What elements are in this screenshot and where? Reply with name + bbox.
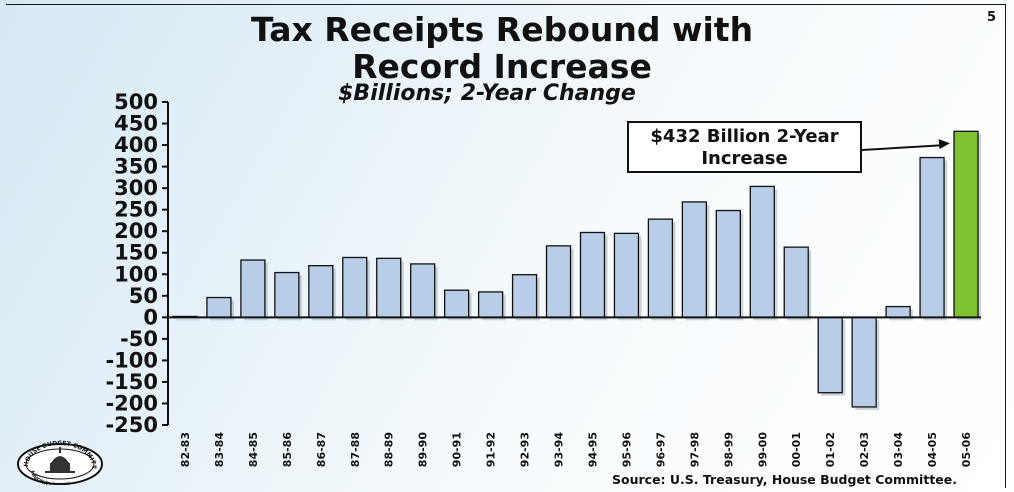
x-tick-label: 83-84 <box>213 432 226 468</box>
x-tick-label: 99-00 <box>756 432 769 468</box>
x-tick-label: 90-91 <box>451 432 464 467</box>
x-tick-label: 93-94 <box>553 432 566 468</box>
x-tick-label: 02-03 <box>858 432 871 467</box>
x-tick-label: 01-02 <box>824 432 837 467</box>
bar-01-02 <box>817 316 843 394</box>
bar-88-89 <box>376 257 402 318</box>
slide-number: 5 <box>987 10 997 25</box>
y-tick-label: -150 <box>105 370 158 394</box>
slide-border <box>6 4 1006 488</box>
x-tick-label: 89-90 <box>417 432 430 468</box>
y-tick-label: 150 <box>114 241 158 265</box>
bar-99-00 <box>749 185 775 318</box>
x-tick-label: 91-92 <box>485 432 498 467</box>
source-note: Source: U.S. Treasury, House Budget Comm… <box>612 472 958 487</box>
y-tick-label: 400 <box>114 133 158 157</box>
bar-04-05 <box>919 156 945 318</box>
callout-arrow-line <box>861 144 943 151</box>
y-tick-label: 450 <box>114 112 158 136</box>
y-tick-label: 50 <box>129 284 158 308</box>
callout-arrow-head <box>938 139 951 150</box>
chart-title-line-2: Record Increase <box>352 47 652 86</box>
x-tick-label: 84-85 <box>247 432 260 467</box>
x-tick-label: 03-04 <box>892 432 905 468</box>
bar-89-90 <box>410 263 436 318</box>
bar-94-95 <box>579 231 606 318</box>
house-budget-committee-seal-icon: HOUSE BUDGET COMMITTEE MAJORITY STAFF <box>15 437 103 485</box>
bar-95-96 <box>613 232 640 318</box>
bar-83-84 <box>206 296 232 318</box>
x-tick-label: 88-89 <box>383 432 396 467</box>
x-tick-label: 85-86 <box>281 432 294 468</box>
bar-91-92 <box>477 291 504 318</box>
bar-00-01 <box>783 246 809 318</box>
callout-box: $432 Billion 2-Year Increase <box>627 121 862 173</box>
y-tick-label: -250 <box>105 413 158 437</box>
y-axis: 500450400350300250200150100500-50-100-15… <box>105 90 169 437</box>
bar-shadow <box>175 319 200 321</box>
y-tick-label: 350 <box>114 155 158 179</box>
y-tick-label: -100 <box>105 348 158 372</box>
callout-arrow <box>861 139 951 151</box>
y-tick-label: 0 <box>143 305 158 329</box>
x-axis: 82-83 83-84 84-85 85-86 86-87 87-88 88-89 89-90… <box>168 316 981 468</box>
x-tick-label: 87-88 <box>349 432 362 467</box>
bar-97-98 <box>681 201 708 318</box>
bar-86-87 <box>308 265 334 318</box>
bar-93-94 <box>545 245 572 318</box>
bar-03-04 <box>885 305 911 318</box>
bar-96-97 <box>647 218 674 318</box>
x-tick-label: 98-99 <box>722 432 735 467</box>
bar-85-86 <box>274 271 300 318</box>
bar-92-93 <box>511 274 538 318</box>
bars <box>172 130 982 410</box>
chart-title-line-1: Tax Receipts Rebound with <box>250 10 754 49</box>
x-tick-label: 95-96 <box>620 432 633 468</box>
y-tick-label: 250 <box>114 198 158 222</box>
x-tick-label: 00-01 <box>790 432 803 467</box>
y-tick-label: 100 <box>114 262 158 286</box>
x-tick-label: 97-98 <box>688 432 701 467</box>
x-tick-label: 92-93 <box>519 432 532 467</box>
bar-87-88 <box>342 256 368 318</box>
y-tick-label: 200 <box>114 219 158 243</box>
x-tick-label: 04-05 <box>926 432 939 467</box>
y-tick-label: 300 <box>114 176 158 200</box>
x-tick-label: 82-83 <box>179 432 192 467</box>
bar-02-03 <box>851 316 877 408</box>
bar-98-99 <box>715 209 741 318</box>
y-tick-label: -50 <box>120 327 158 351</box>
bar-84-85 <box>240 259 266 318</box>
y-tick-label: -200 <box>105 391 158 415</box>
x-tick-label: 86-87 <box>315 432 328 467</box>
y-tick-label: 500 <box>114 90 158 114</box>
bar-90-91 <box>443 289 470 318</box>
x-tick-label: 96-97 <box>654 432 667 467</box>
x-tick-label: 94-95 <box>586 432 599 467</box>
x-tick-label: 05-06 <box>960 432 973 468</box>
chart-subtitle: $Billions; 2-Year Change <box>338 81 636 106</box>
bar-05-06 <box>953 130 979 318</box>
